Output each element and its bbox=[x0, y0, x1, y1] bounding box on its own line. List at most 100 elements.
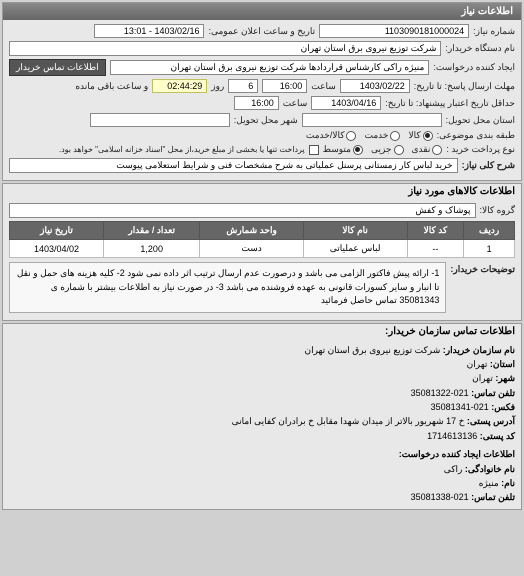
creator-label: ایجاد کننده درخواست: bbox=[433, 62, 515, 73]
payment-opt-0: نقدی bbox=[412, 144, 431, 155]
payment-option-cash[interactable]: نقدی bbox=[412, 144, 443, 155]
pub-date-field: 1403/02/16 - 13:01 bbox=[94, 24, 204, 38]
phone-value: 021-35081322 bbox=[411, 388, 469, 398]
resp-deadline-row: مهلت ارسال پاسخ: تا تاریخ: 1403/02/22 سا… bbox=[9, 79, 515, 93]
req-no-field: 1103090181000024 bbox=[319, 24, 469, 38]
contact-address-row: آدرس پستی: خ 17 شهریور بالاتر از میدان ش… bbox=[9, 414, 515, 428]
phone-label: تلفن تماس: bbox=[471, 388, 515, 398]
delivery-city-label: شهر محل تحویل: bbox=[234, 115, 298, 126]
buyer-org-field: شرکت توزیع نیروی برق استان تهران bbox=[9, 41, 441, 56]
col-date: تاریخ نیاز bbox=[10, 222, 104, 240]
buyer-org-label: نام دستگاه خریدار: bbox=[445, 43, 515, 54]
need-desc-label: شرح کلی نیاز: bbox=[462, 160, 515, 171]
payment-option-partial[interactable]: جزیی bbox=[371, 144, 404, 155]
class-option-goods[interactable]: کالا bbox=[408, 130, 432, 141]
org-name-label: نام سازمان خریدار: bbox=[443, 345, 515, 355]
lastname-label: نام خانوادگی: bbox=[465, 464, 515, 474]
firstname-value: منیژه bbox=[479, 478, 499, 488]
validity-label: حداقل تاریخ اعتبار پیشنهاد: تا تاریخ: bbox=[385, 98, 515, 109]
class-option-service[interactable]: خدمت bbox=[364, 130, 400, 141]
radio-icon bbox=[432, 145, 442, 155]
resp-deadline-date: 1403/02/22 bbox=[340, 79, 410, 93]
buyer-org-row: نام دستگاه خریدار: شرکت توزیع نیروی برق … bbox=[9, 41, 515, 56]
days-field: 6 bbox=[228, 79, 258, 93]
contact-phone-row: تلفن تماس: 021-35081322 bbox=[9, 386, 515, 400]
classification-options: کالا خدمت کالا/خدمت bbox=[306, 130, 433, 141]
address-value: خ 17 شهریور بالاتر از میدان شهدا مقابل خ… bbox=[232, 416, 465, 426]
contact-province-row: استان: تهران bbox=[9, 357, 515, 371]
contact-phone-label: تلفن تماس: bbox=[471, 492, 515, 502]
class-opt-label-0: کالا bbox=[408, 130, 420, 141]
payment-note: پرداخت تنها یا بخشی از مبلغ خرید،از محل … bbox=[59, 145, 305, 154]
payment-opt-1: جزیی bbox=[371, 144, 392, 155]
classification-label: طبقه بندی موضوعی: bbox=[437, 130, 515, 141]
req-no-row: شماره نیاز: 1103090181000024 تاریخ و ساع… bbox=[9, 24, 515, 38]
need-goods-body: گروه کالا: پوشاک و کفش ردیف کد کالا نام … bbox=[3, 199, 521, 320]
classification-row: طبقه بندی موضوعی: کالا خدمت کالا/خدمت bbox=[9, 130, 515, 141]
pub-date-label: تاریخ و ساعت اعلان عمومی: bbox=[208, 26, 315, 37]
col-code: کد کالا bbox=[407, 222, 464, 240]
postcode-value: 1714613136 bbox=[427, 431, 477, 441]
goods-table-header-row: ردیف کد کالا نام کالا واحد شمارش تعداد /… bbox=[10, 222, 515, 240]
contact-phone2-row: تلفن تماس: 021-35081338 bbox=[9, 490, 515, 504]
req-no-label: شماره نیاز: bbox=[473, 26, 515, 37]
payment-option-medium[interactable]: متوسط bbox=[323, 144, 363, 155]
fax-value: 021-35081341 bbox=[431, 402, 489, 412]
postcode-label: کد پستی: bbox=[480, 431, 515, 441]
col-row-no: ردیف bbox=[464, 222, 515, 240]
resp-deadline-time: 16:00 bbox=[262, 79, 307, 93]
validity-date: 1403/04/16 bbox=[311, 96, 381, 110]
buyer-notes-row: توضیحات خریدار: 1- ارائه پیش فاکتور الزا… bbox=[9, 262, 515, 313]
city-label: شهر: bbox=[495, 373, 515, 383]
radio-icon bbox=[423, 131, 433, 141]
class-option-mixed[interactable]: کالا/خدمت bbox=[306, 130, 357, 141]
radio-icon bbox=[346, 131, 356, 141]
goods-table: ردیف کد کالا نام کالا واحد شمارش تعداد /… bbox=[9, 221, 515, 258]
contact-city-row: شهر: تهران bbox=[9, 371, 515, 385]
cell-qty: 1,200 bbox=[103, 240, 199, 258]
validity-time: 16:00 bbox=[234, 96, 279, 110]
contact-title: اطلاعات تماس سازمان خریدار: bbox=[3, 324, 521, 339]
payment-options: نقدی جزیی متوسط bbox=[323, 144, 443, 155]
col-name: نام کالا bbox=[303, 222, 407, 240]
radio-icon bbox=[390, 131, 400, 141]
org-name: شرکت توزیع نیروی برق استان تهران bbox=[304, 345, 440, 355]
need-desc-row: شرح کلی نیاز: خرید لباس کار زمستانی پرسن… bbox=[9, 158, 515, 173]
delivery-row: استان محل تحویل: شهر محل تحویل: bbox=[9, 113, 515, 127]
contact-lastname-row: نام خانوادگی: راکی bbox=[9, 462, 515, 476]
need-info-title: اطلاعات نیاز bbox=[461, 6, 513, 17]
contact-phone-value: 021-35081338 bbox=[411, 492, 469, 502]
need-goods-panel: اطلاعات کالاهای مورد نیاز گروه کالا: پوش… bbox=[2, 183, 522, 321]
cell-date: 1403/04/02 bbox=[10, 240, 104, 258]
col-unit: واحد شمارش bbox=[200, 222, 303, 240]
firstname-label: نام: bbox=[501, 478, 515, 488]
contact-body: نام سازمان خریدار: شرکت توزیع نیروی برق … bbox=[3, 339, 521, 509]
need-desc-field: خرید لباس کار زمستانی پرسنل عملیاتی به ش… bbox=[9, 158, 458, 173]
province-label: استان: bbox=[490, 359, 515, 369]
payment-opt-2: متوسط bbox=[323, 144, 351, 155]
creator-row: ایجاد کننده درخواست: منیژه راکی کارشناس … bbox=[9, 59, 515, 76]
city-value: تهران bbox=[472, 373, 493, 383]
contact-firstname-row: نام: منیژه bbox=[9, 476, 515, 490]
table-row: 1 -- لباس عملیاتی دست 1,200 1403/04/02 bbox=[10, 240, 515, 258]
need-info-body: شماره نیاز: 1103090181000024 تاریخ و ساع… bbox=[3, 20, 521, 180]
payment-row: نوع پرداخت خرید : نقدی جزیی متوسط پرداخت… bbox=[9, 144, 515, 155]
class-opt-label-2: کالا/خدمت bbox=[306, 130, 345, 141]
buyer-contact-button[interactable]: اطلاعات تماس خریدار bbox=[9, 59, 106, 76]
remain-label: و ساعت باقی مانده bbox=[75, 81, 148, 92]
resp-time-label: ساعت bbox=[311, 81, 336, 92]
col-qty: تعداد / مقدار bbox=[103, 222, 199, 240]
need-info-panel: اطلاعات نیاز شماره نیاز: 110309018100002… bbox=[2, 2, 522, 181]
cell-name: لباس عملیاتی bbox=[303, 240, 407, 258]
fax-label: فکس: bbox=[491, 402, 515, 412]
payment-label: نوع پرداخت خرید : bbox=[446, 144, 515, 155]
class-opt-label-1: خدمت bbox=[364, 130, 388, 141]
radio-icon bbox=[353, 145, 363, 155]
cell-unit: دست bbox=[200, 240, 303, 258]
resp-deadline-label: مهلت ارسال پاسخ: تا تاریخ: bbox=[414, 81, 515, 92]
radio-icon bbox=[394, 145, 404, 155]
payment-checkbox[interactable] bbox=[309, 145, 319, 155]
cell-code: -- bbox=[407, 240, 464, 258]
validity-row: حداقل تاریخ اعتبار پیشنهاد: تا تاریخ: 14… bbox=[9, 96, 515, 110]
cell-row-no: 1 bbox=[464, 240, 515, 258]
